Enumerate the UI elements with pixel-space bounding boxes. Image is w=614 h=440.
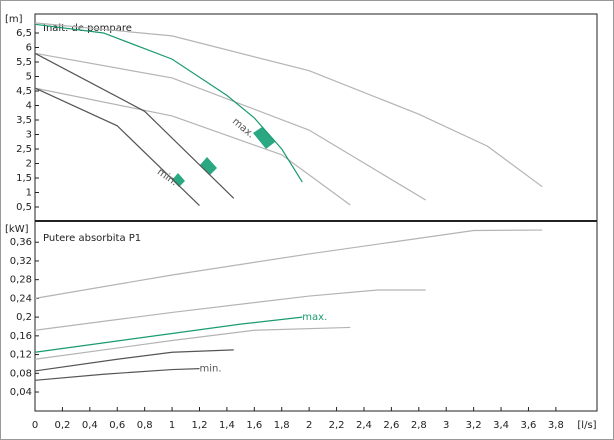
y-tick-label: 0,16 — [10, 331, 32, 342]
x-tick-label: 1,4 — [219, 420, 235, 431]
curve — [34, 87, 200, 206]
x-tick-label: 2,4 — [356, 420, 372, 431]
y-axis-label: [m] — [5, 14, 23, 25]
x-tick-label: 1,8 — [274, 420, 290, 431]
curve — [34, 289, 426, 331]
curve — [34, 326, 351, 360]
x-tick-label: 3,6 — [521, 420, 537, 431]
y-tick-label: 0,2 — [16, 312, 32, 323]
x-tick-label: 0,2 — [54, 420, 70, 431]
y-tick-label: 2 — [26, 159, 32, 170]
annotation: min. — [199, 364, 221, 375]
curve — [34, 368, 200, 381]
x-tick-label: 1 — [169, 420, 175, 431]
annotation: max. — [302, 312, 327, 323]
curve — [34, 87, 351, 206]
marker — [253, 127, 275, 149]
x-tick-label: 0,4 — [82, 420, 98, 431]
y-tick-label: 0,04 — [10, 387, 32, 398]
y-tick-label: 0,08 — [10, 368, 32, 379]
marker — [172, 173, 185, 187]
x-tick-label: 0,8 — [137, 420, 153, 431]
curve — [34, 316, 303, 353]
y-tick-label: 3,5 — [16, 115, 32, 126]
x-tick-label: 2,6 — [383, 420, 399, 431]
y-tick-label: 2,5 — [16, 144, 32, 155]
curve — [34, 52, 426, 201]
x-axis-label: [l/s] — [577, 420, 596, 431]
plot-frame — [34, 13, 598, 412]
y-tick-label: 4,5 — [16, 86, 32, 97]
y-axis-label: [kW] — [5, 224, 29, 235]
y-tick-label: 1,5 — [16, 173, 32, 184]
x-tick-label: 1,6 — [246, 420, 262, 431]
x-tick-label: 0,6 — [109, 420, 125, 431]
y-tick-label: 0,36 — [10, 237, 32, 248]
panel-title: Inalt. de pompare — [43, 23, 132, 34]
y-tick-label: 6,5 — [16, 28, 32, 39]
x-tick-label: 3 — [443, 420, 449, 431]
y-tick-label: 0,28 — [10, 275, 32, 286]
y-tick-label: 5,5 — [16, 57, 32, 68]
marker — [200, 157, 217, 175]
x-tick-label: 0 — [32, 420, 38, 431]
curve — [34, 23, 303, 183]
x-tick-label: 2 — [306, 420, 312, 431]
curve — [34, 229, 543, 299]
x-tick-label: 2,2 — [329, 420, 345, 431]
y-tick-label: 0,5 — [16, 202, 32, 213]
y-tick-label: 4 — [26, 101, 32, 112]
y-tick-label: 1 — [26, 188, 32, 199]
curve — [34, 349, 234, 372]
panel-title: Putere absorbita P1 — [43, 233, 141, 244]
x-tick-label: 3,8 — [548, 420, 564, 431]
x-tick-label: 1,2 — [192, 420, 208, 431]
curve — [34, 52, 235, 199]
y-tick-label: 0,24 — [10, 293, 32, 304]
curve — [34, 22, 543, 188]
x-tick-label: 3,2 — [466, 420, 482, 431]
y-tick-label: 0,32 — [10, 256, 32, 267]
y-tick-label: 5 — [26, 72, 32, 83]
x-tick-label: 2,8 — [411, 420, 427, 431]
x-tick-label: 3,4 — [493, 420, 509, 431]
y-tick-label: 0,12 — [10, 350, 32, 361]
y-tick-label: 3 — [26, 130, 32, 141]
y-tick-label: 6 — [26, 43, 32, 54]
